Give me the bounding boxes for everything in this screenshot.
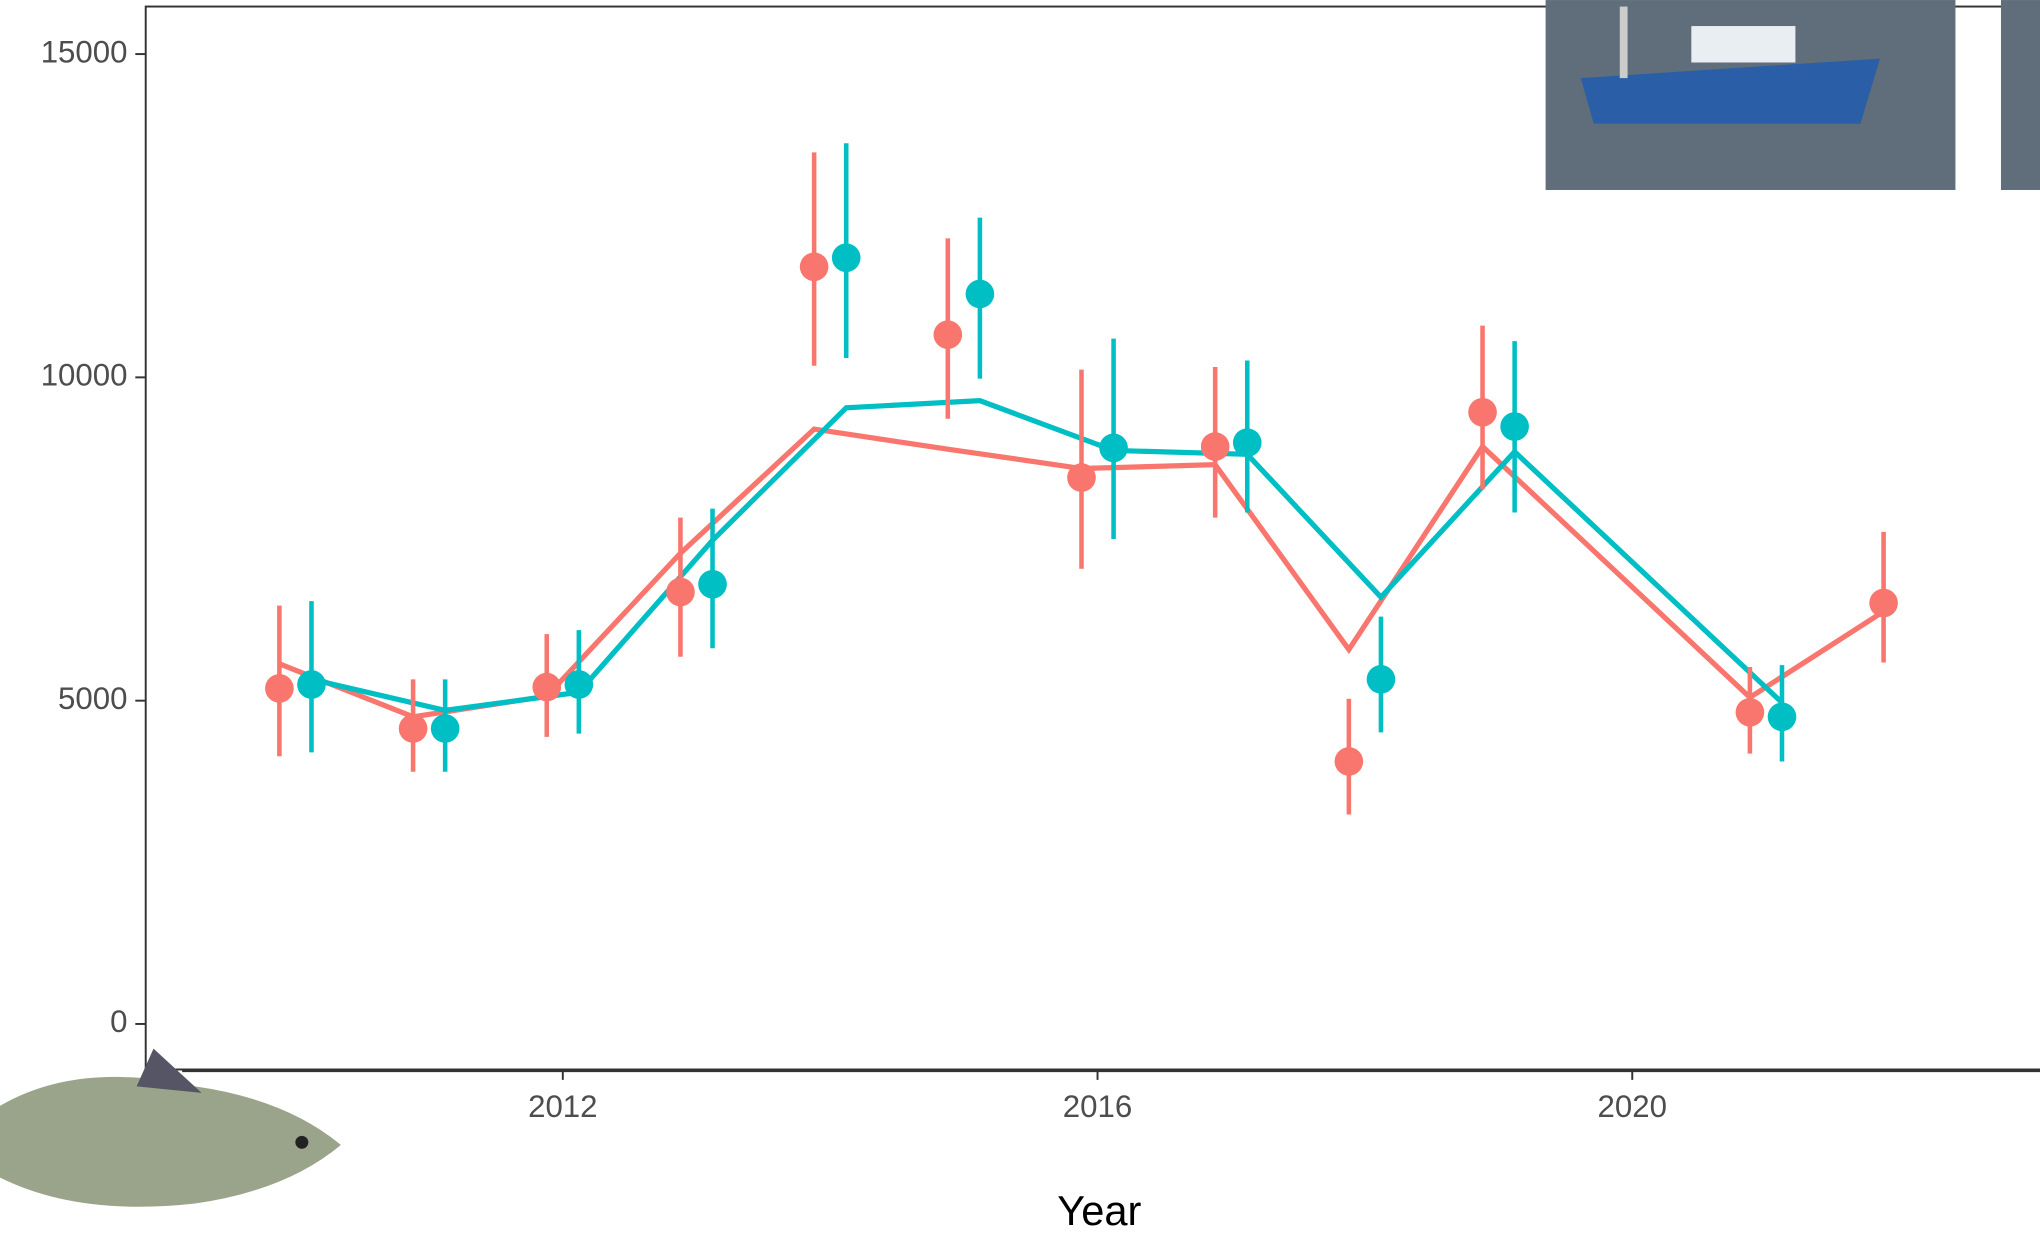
point [698,569,727,599]
point [430,714,460,743]
mast [1619,6,1628,79]
x-tick-label: 2016 [1063,1089,1132,1124]
x-tick-label: 2012 [528,1089,597,1124]
point [1869,588,1898,618]
second-photo [2000,0,2040,190]
point [1366,665,1396,694]
point [965,279,995,309]
hull [1580,58,1880,124]
point [1067,463,1096,492]
y-tick-label: 10000 [41,358,128,393]
point [265,674,294,703]
point [1232,428,1262,457]
y-tick-label: 0 [110,1004,127,1039]
panel-border [144,5,2040,1071]
fish-icon [0,1048,341,1207]
point [933,320,963,350]
point [1334,747,1364,776]
point [666,577,695,607]
y-tick-label: 5000 [58,681,127,716]
point [1500,412,1529,441]
boat-photo [1545,0,2040,190]
point [398,714,428,743]
x-axis-title: Year [1057,1187,1141,1234]
point [1735,697,1765,727]
point [831,243,861,273]
point [1767,702,1797,732]
point [1200,432,1230,461]
fish-body [0,1076,341,1207]
point [532,672,562,702]
fish-eye [295,1135,309,1149]
point [1099,433,1128,463]
cabin [1691,26,1796,63]
fish-fin [136,1048,202,1093]
point [1468,397,1497,427]
point [799,252,829,282]
fit-line [310,398,1784,714]
x-tick-label: 2020 [1598,1089,1667,1124]
point [564,670,594,699]
y-tick-label: 15000 [41,34,128,69]
point [297,670,326,699]
